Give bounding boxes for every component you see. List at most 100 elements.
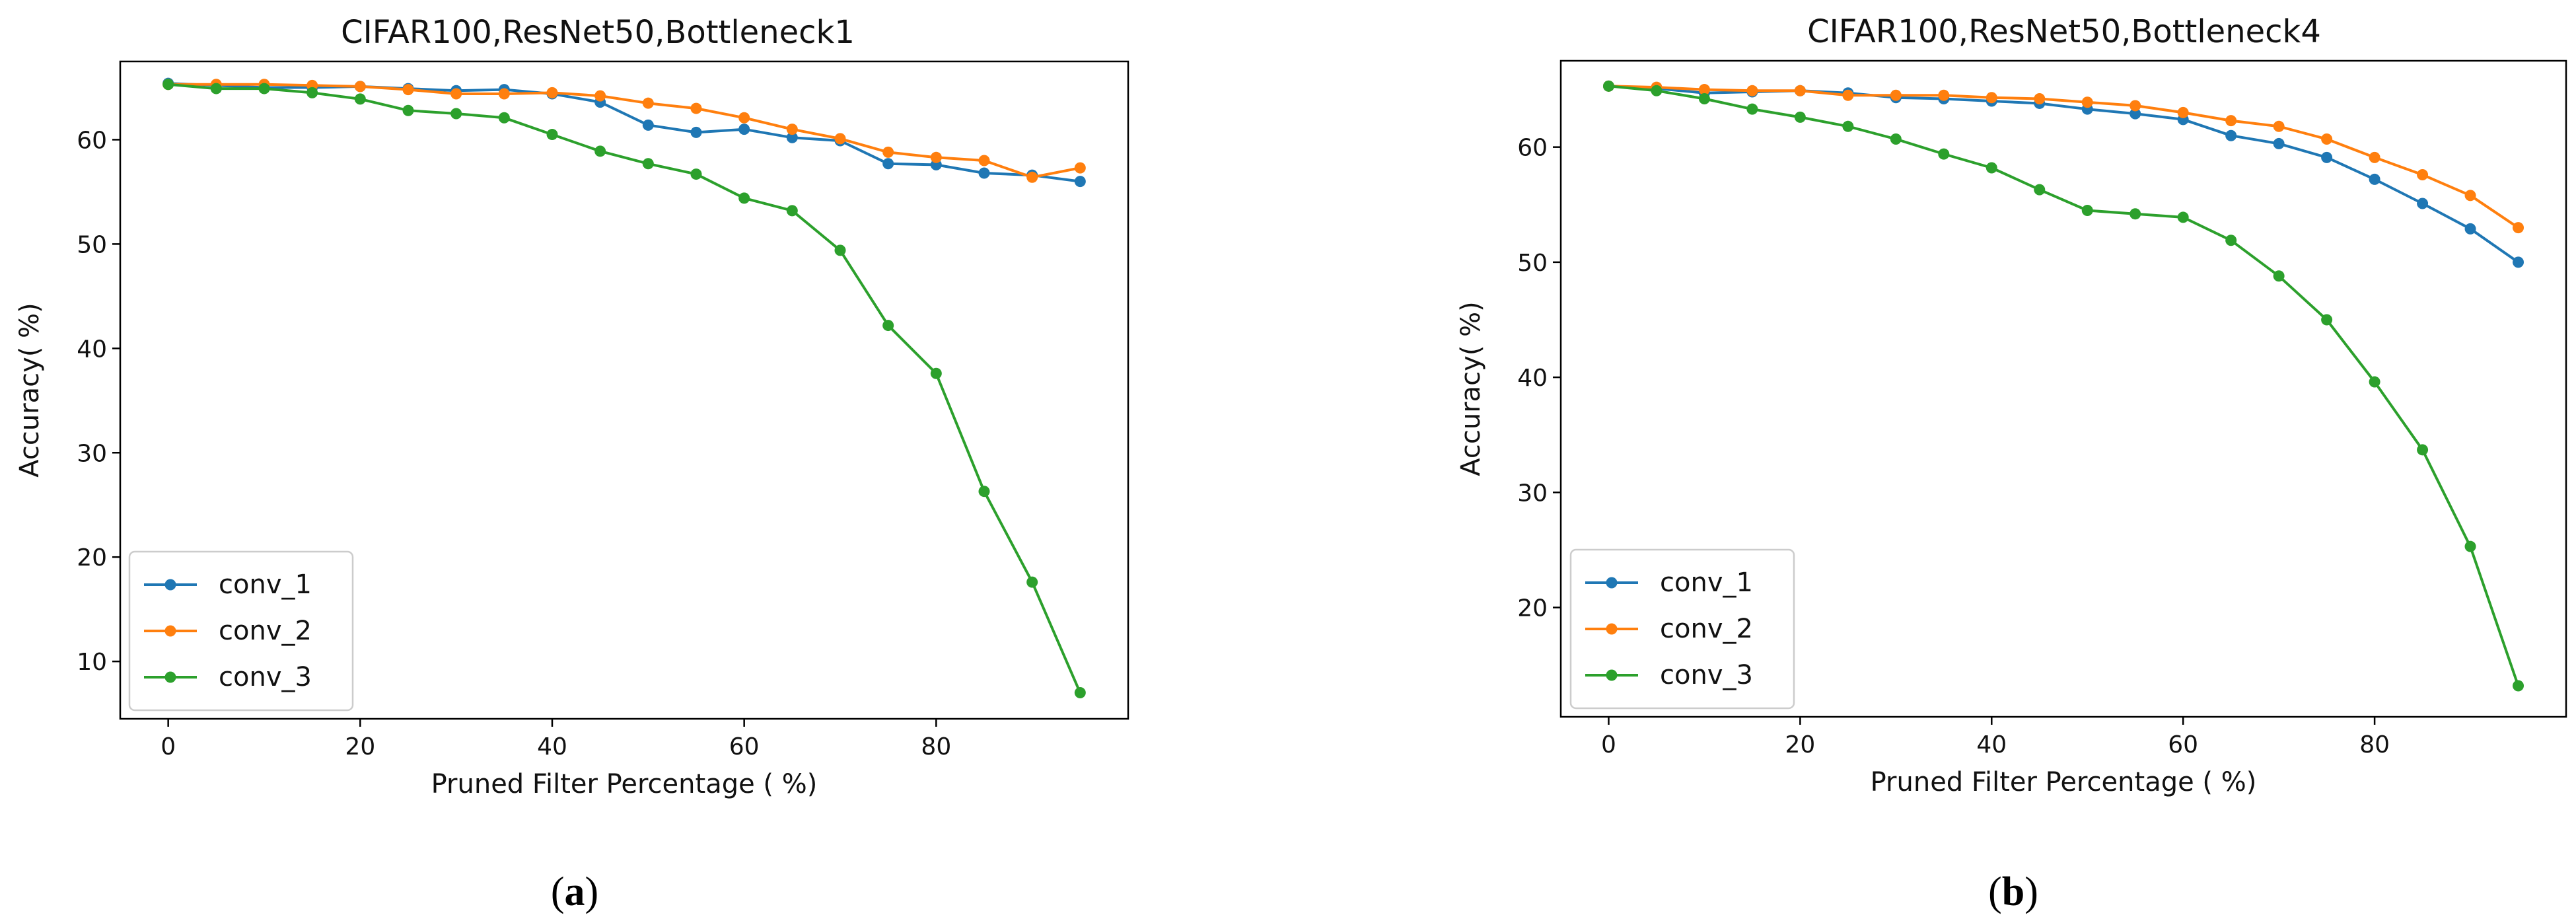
series-conv_3 <box>162 79 1086 699</box>
y-tick-label: 10 <box>77 649 107 676</box>
data-point-conv_1 <box>2464 223 2476 235</box>
series-line-conv_3 <box>1608 85 2520 686</box>
x-axis-label: Pruned Filter Percentage ( %) <box>1871 767 2257 797</box>
data-point-conv_3 <box>978 486 990 497</box>
data-point-conv_2 <box>2081 96 2093 108</box>
data-point-conv_1 <box>690 126 702 138</box>
data-point-conv_1 <box>2513 256 2524 268</box>
data-point-conv_3 <box>210 83 222 94</box>
data-point-conv_2 <box>2225 115 2237 127</box>
data-point-conv_2 <box>2273 120 2285 132</box>
data-point-conv_2 <box>2177 106 2189 118</box>
data-point-conv_3 <box>2225 235 2237 246</box>
data-point-conv_3 <box>1698 92 1710 104</box>
y-tick-label: 30 <box>77 440 107 467</box>
legend-label-conv_3: conv_3 <box>219 662 312 692</box>
chart-title: CIFAR100,ResNet50,Bottleneck4 <box>1807 13 2321 50</box>
data-point-conv_2 <box>2034 92 2046 104</box>
series-conv_1 <box>1602 80 2524 268</box>
data-point-conv_1 <box>2273 137 2285 149</box>
x-tick-label: 40 <box>1976 731 2007 758</box>
data-point-conv_2 <box>882 146 894 158</box>
caption-open: ( <box>1988 869 2002 914</box>
y-tick-label: 40 <box>77 336 107 363</box>
data-point-conv_3 <box>2321 314 2333 326</box>
data-point-conv_2 <box>1890 89 1902 101</box>
data-point-conv_3 <box>2513 680 2524 692</box>
plot-frame <box>1559 59 2567 718</box>
data-point-conv_1 <box>2369 173 2380 185</box>
data-point-conv_2 <box>2129 100 2141 112</box>
data-point-conv_2 <box>546 87 558 98</box>
x-tick-label: 20 <box>345 733 375 760</box>
data-point-conv_3 <box>546 129 558 141</box>
data-point-conv_1 <box>1074 176 1086 188</box>
data-point-conv_2 <box>1746 85 1758 96</box>
data-point-conv_3 <box>642 158 654 170</box>
series-line-conv_3 <box>168 83 1082 694</box>
caption-close: ) <box>2024 869 2038 914</box>
data-point-conv_3 <box>1602 80 1614 92</box>
data-point-conv_3 <box>2177 211 2189 223</box>
series-line-conv_1 <box>168 82 1081 183</box>
data-point-conv_2 <box>786 124 798 135</box>
figure-caption: (b) <box>1988 869 2038 914</box>
data-point-conv_2 <box>1698 84 1710 96</box>
y-tick-label: 50 <box>77 231 107 258</box>
data-point-conv_2 <box>402 84 414 96</box>
data-point-conv_3 <box>450 108 462 120</box>
data-point-conv_2 <box>642 97 654 109</box>
data-point-conv_3 <box>2273 270 2285 282</box>
data-point-conv_3 <box>258 83 270 94</box>
data-point-conv_3 <box>2034 184 2046 196</box>
data-point-conv_1 <box>2225 129 2237 141</box>
data-point-conv_3 <box>738 192 750 204</box>
data-point-conv_2 <box>930 151 942 163</box>
data-point-conv_3 <box>1074 687 1086 699</box>
legend-marker-conv_2 <box>1606 623 1618 635</box>
data-point-conv_3 <box>2129 208 2141 220</box>
y-tick-label: 30 <box>1517 480 1548 507</box>
data-point-conv_2 <box>690 102 702 114</box>
caption-close: ) <box>585 869 599 914</box>
y-axis-label: Accuracy( %) <box>1456 301 1486 476</box>
legend-label-conv_2: conv_2 <box>1660 614 1753 644</box>
data-point-conv_2 <box>1074 162 1086 174</box>
caption-letter: b <box>2002 869 2024 914</box>
series-conv_2 <box>1602 80 2524 234</box>
data-point-conv_3 <box>1746 103 1758 115</box>
legend-box <box>128 550 354 712</box>
series-conv_1 <box>162 77 1086 188</box>
data-point-conv_2 <box>498 88 510 100</box>
x-tick-label: 60 <box>729 733 760 760</box>
data-point-conv_3 <box>2081 204 2093 216</box>
data-point-conv_1 <box>786 131 798 143</box>
data-point-conv_1 <box>882 158 894 170</box>
legend-label-conv_3: conv_3 <box>1660 660 1753 690</box>
legend-marker-conv_3 <box>164 671 176 683</box>
data-point-conv_2 <box>594 90 606 102</box>
chart-panel-2: CIFAR100,ResNet50,Bottleneck4 0 20 40 60 80 20… <box>1456 13 2567 914</box>
data-point-conv_3 <box>2369 376 2380 388</box>
x-tick-label: 0 <box>161 733 176 760</box>
legend-marker-conv_1 <box>164 579 176 591</box>
y-tick-label: 60 <box>77 127 107 154</box>
x-tick-label: 80 <box>921 733 951 760</box>
series-line-conv_2 <box>1608 85 2519 229</box>
data-point-conv_3 <box>162 79 174 91</box>
data-point-conv_2 <box>1986 92 1997 104</box>
data-point-conv_2 <box>738 112 750 124</box>
data-point-conv_3 <box>1938 148 1950 160</box>
data-point-conv_2 <box>1842 89 1854 101</box>
data-point-conv_1 <box>642 119 654 131</box>
data-point-conv_1 <box>738 124 750 135</box>
data-point-conv_2 <box>978 155 990 166</box>
series-conv_3 <box>1602 80 2524 692</box>
data-point-conv_2 <box>1026 171 1038 183</box>
data-point-conv_2 <box>1938 89 1950 101</box>
data-point-conv_2 <box>2513 222 2524 234</box>
data-point-conv_3 <box>402 104 414 116</box>
data-point-conv_2 <box>2321 133 2333 145</box>
data-point-conv_3 <box>1986 162 1997 174</box>
